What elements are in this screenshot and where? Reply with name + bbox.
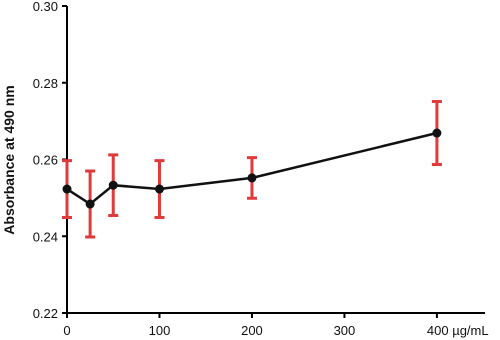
point: [62, 184, 72, 194]
y-tick-label: 0.30: [33, 0, 58, 14]
point: [247, 173, 257, 183]
x-tick-label: 300: [334, 323, 356, 338]
y-axis-label: Absorbance at 490 nm: [1, 85, 17, 234]
point: [108, 180, 118, 190]
x-tick-label: 400 µg/mL: [427, 323, 489, 338]
x-tick-label: 0: [63, 323, 70, 338]
point: [154, 184, 164, 194]
point: [85, 199, 95, 209]
point: [432, 128, 442, 138]
y-tick-label: 0.26: [33, 153, 58, 168]
x-tick-label: 100: [149, 323, 171, 338]
y-tick-label: 0.28: [33, 76, 58, 91]
line: [66, 131, 438, 206]
y-tick-label: 0.22: [33, 306, 58, 321]
x-tick-label: 200: [241, 323, 263, 338]
y-tick-label: 0.24: [33, 229, 58, 244]
